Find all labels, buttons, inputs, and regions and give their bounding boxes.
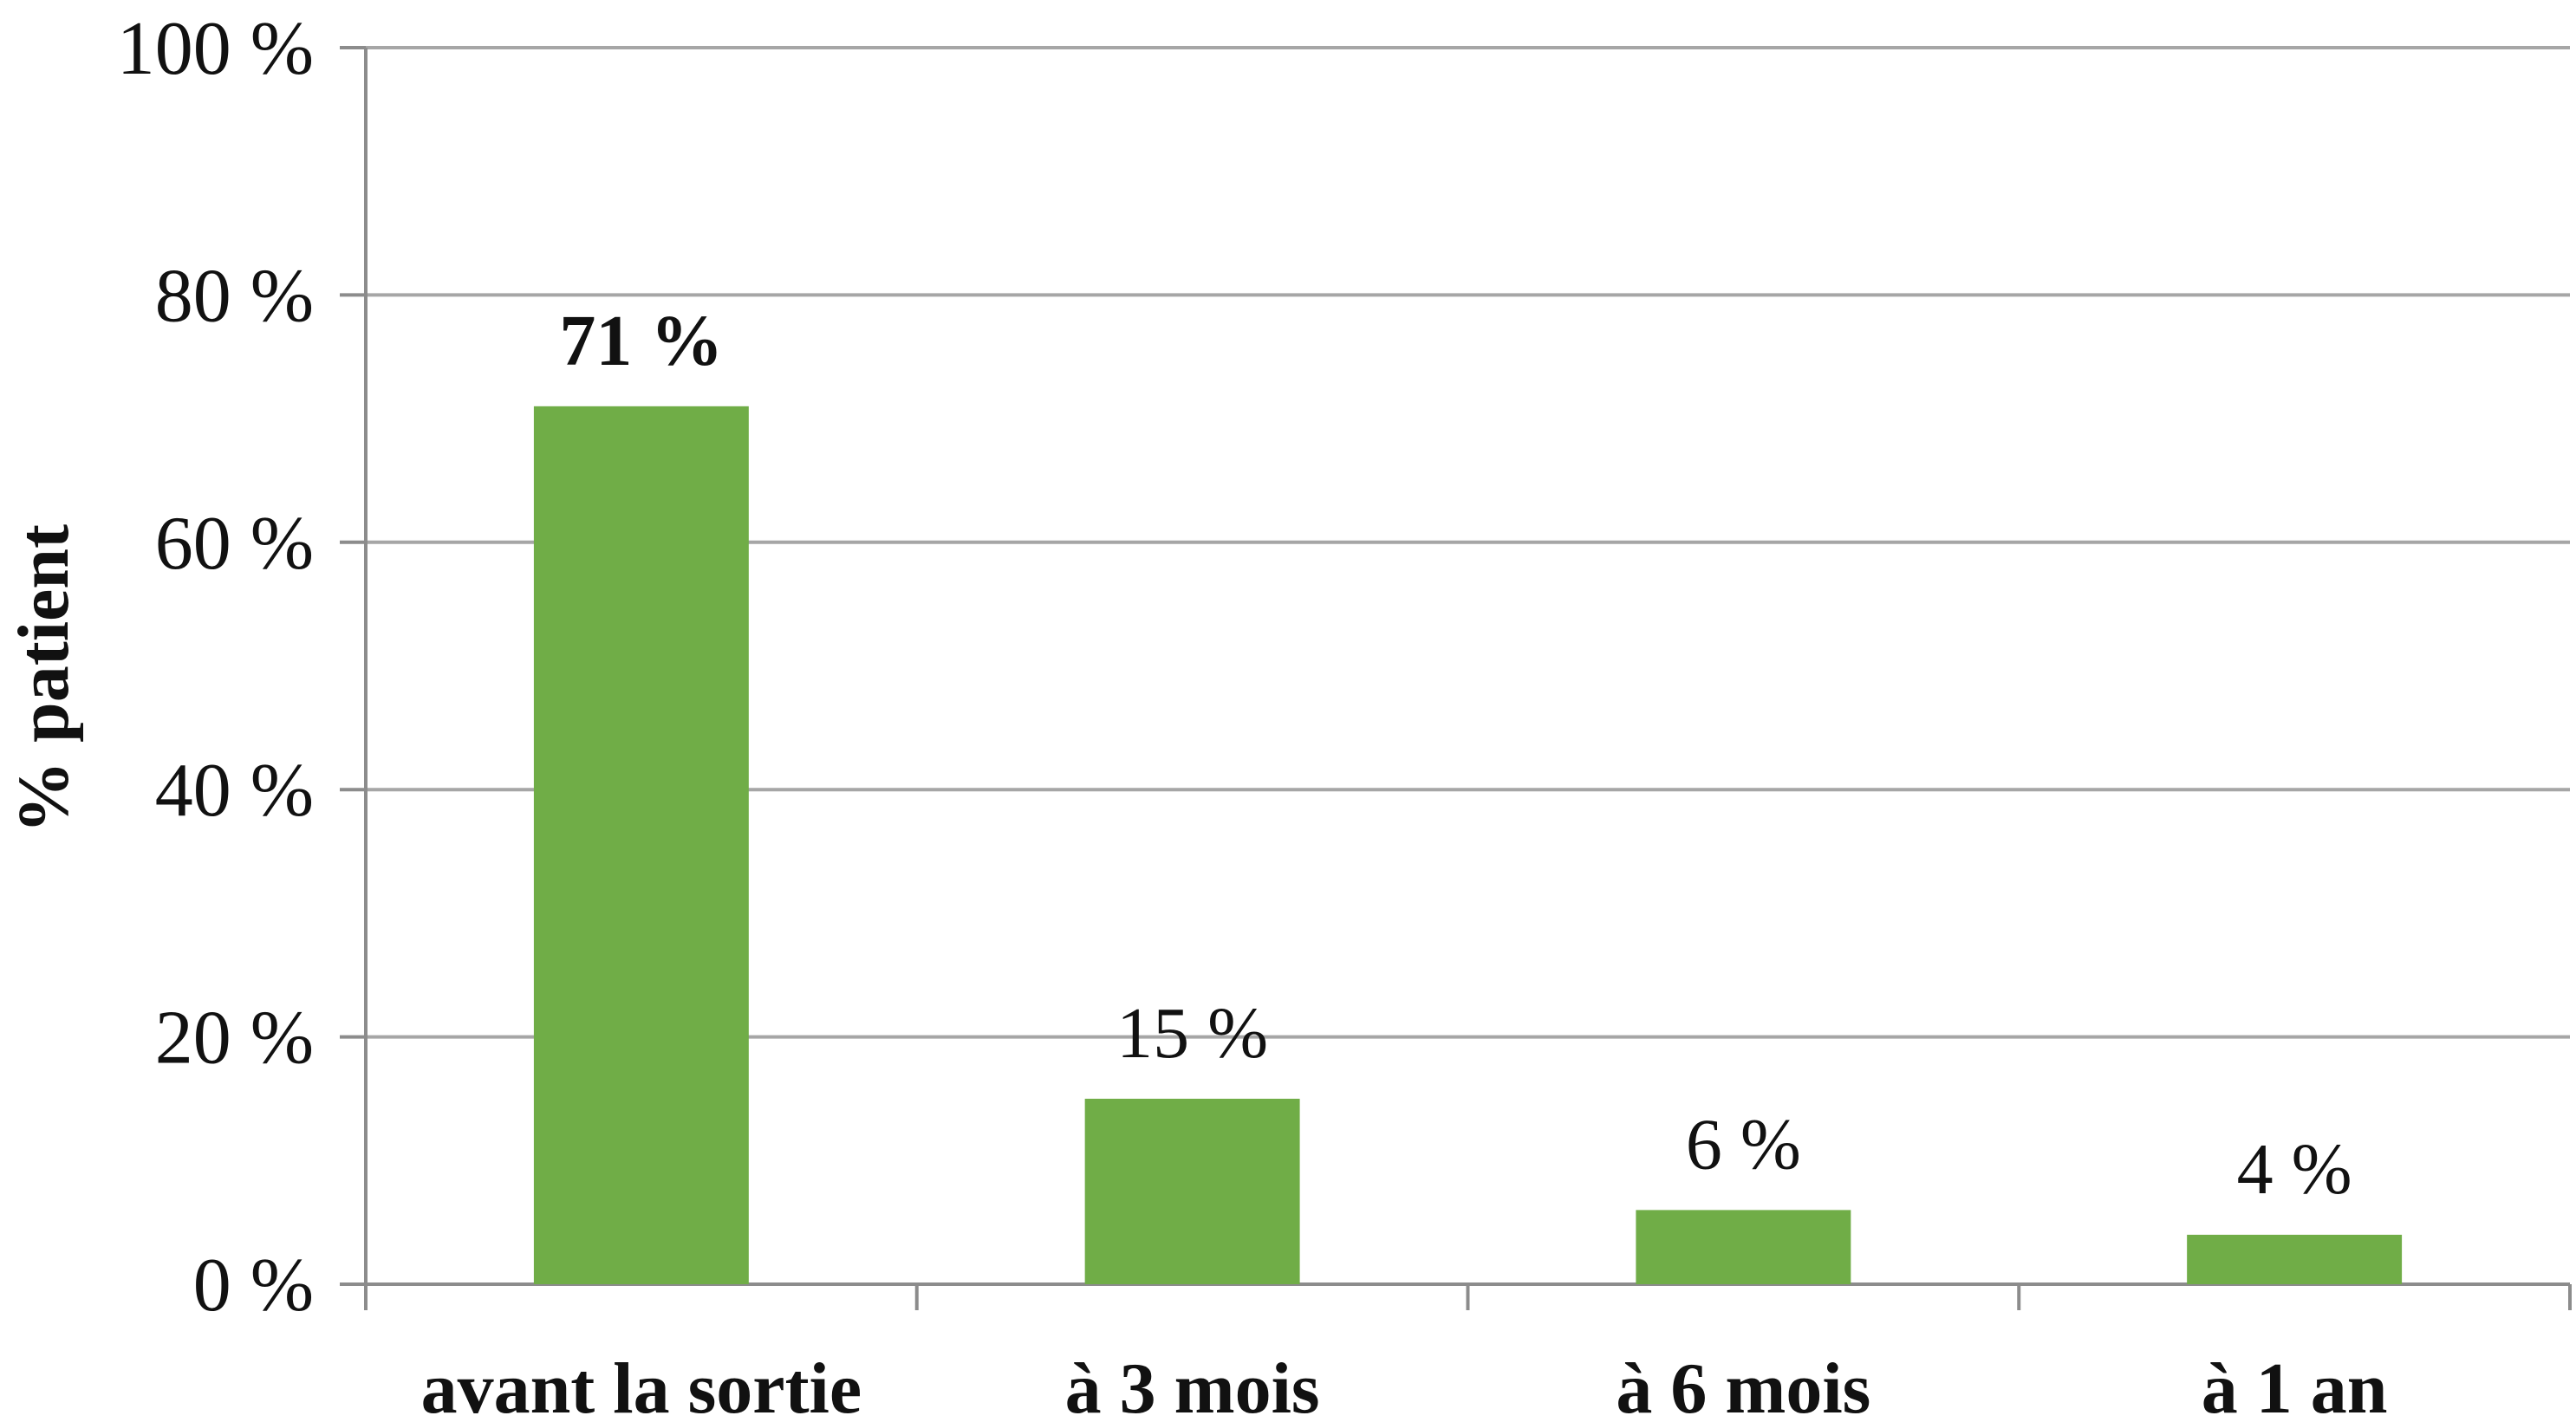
y-tick-label: 60 % (155, 502, 314, 586)
x-category-labels: avant la sortie à 3 mois à 6 mois à 1 an (421, 1348, 2388, 1422)
x-category-label-1: avant la sortie (421, 1348, 862, 1422)
x-category-label-3: à 6 mois (1616, 1348, 1870, 1422)
data-label-1: 71 % (559, 301, 723, 381)
data-label-3: 6 % (1686, 1104, 1801, 1185)
data-label-2: 15 % (1116, 993, 1268, 1074)
y-tick-label: 40 % (155, 749, 314, 833)
x-category-label-2: à 3 mois (1065, 1348, 1320, 1422)
bars (533, 406, 2403, 1285)
bar-4 (2187, 1234, 2403, 1284)
bar-1 (533, 406, 749, 1285)
bar-3 (1636, 1210, 1851, 1284)
data-label-4: 4 % (2237, 1129, 2352, 1210)
bar-2 (1084, 1098, 1300, 1284)
x-category-label-4: à 1 an (2202, 1348, 2388, 1422)
y-tick-label: 100 % (117, 7, 314, 91)
y-tick-label: 20 % (155, 997, 314, 1081)
y-axis-title: % patient (3, 524, 84, 834)
y-tick-labels: 0 % 20 % 40 % 60 % 80 % 100 % (117, 7, 314, 1328)
y-tick-label: 0 % (193, 1243, 314, 1328)
data-labels: 71 % 15 % 6 % 4 % (559, 301, 2352, 1210)
y-tick-label: 80 % (155, 254, 314, 338)
